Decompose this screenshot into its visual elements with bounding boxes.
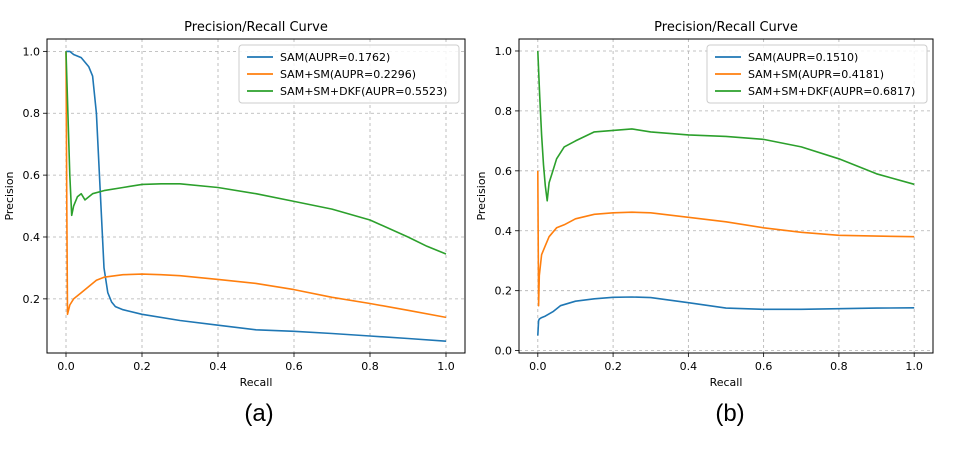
x-tick-label: 0.4	[209, 360, 227, 373]
legend-entry-3: SAM+SM+DKF(AUPR=0.5523)	[280, 85, 447, 98]
panel-caption-a: (a)	[244, 400, 274, 427]
series-line-1	[66, 50, 447, 342]
y-tick-label: 0.6	[23, 169, 41, 182]
y-tick-label: 0.4	[495, 225, 513, 238]
x-tick-label: 1.0	[905, 360, 923, 373]
x-tick-label: 1.0	[437, 360, 455, 373]
x-tick-label: 0.6	[755, 360, 773, 373]
y-tick-label: 1.0	[495, 45, 513, 58]
x-axis-label: Recall	[710, 376, 743, 389]
chart-title: Precision/Recall Curve	[654, 20, 798, 35]
legend: SAM(AUPR=0.1762) SAM+SM(AUPR=0.2296) SAM+S…	[238, 44, 460, 104]
panel-caption-b: (b)	[715, 400, 745, 427]
legend-entry-2: SAM+SM(AUPR=0.2296)	[280, 68, 416, 81]
series-line-1	[537, 296, 915, 336]
legend-entry-1: SAM(AUPR=0.1762)	[280, 51, 390, 64]
x-tick-label: 0.2	[604, 360, 622, 373]
x-tick-label: 0.8	[830, 360, 848, 373]
y-tick-label: 0.2	[495, 285, 513, 298]
y-tick-label: 1.0	[23, 45, 41, 58]
y-axis-label: Precision	[475, 171, 488, 220]
x-axis-label: Recall	[240, 376, 273, 389]
y-tick-label: 0.8	[495, 105, 513, 118]
series-line-3	[65, 51, 447, 255]
chart-title: Precision/Recall Curve	[184, 20, 328, 35]
x-tick-label: 0.2	[133, 360, 151, 373]
legend: SAM(AUPR=0.1510) SAM+SM(AUPR=0.4181) SAM+S…	[706, 44, 928, 104]
chart-panel-1: 0.0 0.2 0.4 0.6 0.8 1.0 0.0 0.2 0.4 0.6 0.8 1.0 Prec…	[475, 20, 934, 389]
legend-entry-1: SAM(AUPR=0.1510)	[748, 51, 858, 64]
x-tick-label: 0.8	[361, 360, 379, 373]
x-tick-label: 0.0	[57, 360, 75, 373]
plot-frame	[518, 38, 934, 354]
legend-entry-2: SAM+SM(AUPR=0.4181)	[748, 68, 884, 81]
series-line-2	[65, 51, 447, 319]
x-tick-label: 0.4	[680, 360, 698, 373]
chart-panel-0: 0.0 0.2 0.4 0.6 0.8 1.0 0.2 0.4 0.6 0.8 1.0 Precisi…	[3, 20, 466, 389]
y-tick-label: 0.0	[495, 345, 513, 358]
plot-frame	[46, 38, 466, 354]
y-tick-label: 0.8	[23, 107, 41, 120]
x-tick-label: 0.0	[529, 360, 547, 373]
y-tick-label: 0.6	[495, 165, 513, 178]
legend-box	[706, 44, 928, 104]
series-line-3	[537, 50, 915, 202]
series-line-2	[537, 170, 915, 307]
y-axis-label: Precision	[3, 171, 16, 220]
y-tick-label: 0.2	[23, 293, 41, 306]
legend-box	[238, 44, 460, 104]
y-tick-label: 0.4	[23, 231, 41, 244]
legend-entry-3: SAM+SM+DKF(AUPR=0.6817)	[748, 85, 915, 98]
x-tick-label: 0.6	[285, 360, 303, 373]
